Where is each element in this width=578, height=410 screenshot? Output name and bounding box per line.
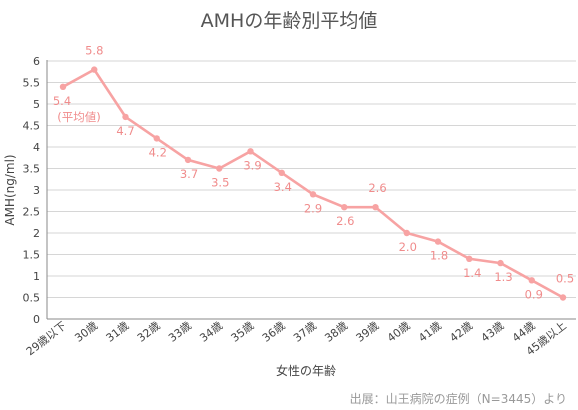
data-label: 3.9 [243,158,261,172]
data-label: 5.8 [85,44,103,58]
data-point [341,204,348,211]
grid-lines [47,60,576,298]
data-point [184,156,192,164]
data-label: 1.3 [494,270,512,284]
x-tick-label: 38歳 [322,319,350,345]
data-point [528,277,535,284]
data-label: 1.4 [463,266,481,280]
y-tick-label: 0.5 [23,292,41,305]
x-tick-label: 33歳 [166,319,194,345]
x-tick-label: 40歳 [385,319,413,345]
x-tick-label: 37歳 [291,319,319,345]
data-point [91,66,98,73]
data-point [403,229,410,237]
y-tick-label: 3.5 [23,163,41,176]
x-tick-labels: 29歳以下 30歳 31歳 32歳 33歳 34歳 35歳 36歳 37歳 38歳 39歳 40歳 41… [24,319,569,358]
y-tick-label: 2 [33,227,40,240]
data-point [59,83,67,91]
data-point [559,294,567,301]
data-label: 2.9 [304,201,322,215]
data-point [372,204,379,211]
x-tick-label: 36歳 [260,319,288,345]
data-labels: 5.4 5.8 4.7 4.2 3.7 3.5 3.9 3.4 2.9 2.6 2.6 2.0 1.8 1… [53,44,574,302]
data-label: 3.4 [274,180,292,194]
x-tick-label: 35歳 [229,319,257,345]
data-label: 2.6 [368,181,386,195]
x-tick-label: 43歳 [479,319,507,345]
y-axis-title: AMH(ng/ml) [3,154,17,225]
data-point [309,191,317,198]
data-label: 2.0 [399,240,417,254]
x-tick-label: 30歳 [72,319,100,345]
data-label: 3.7 [180,167,198,181]
y-tick-label: 2.5 [23,206,41,219]
data-label: 1.8 [430,249,448,263]
data-label: 5.4 [53,94,71,108]
y-tick-label: 5.5 [23,77,41,90]
x-tick-label: 31歳 [104,319,132,345]
data-point [434,238,442,245]
x-tick-label: 29歳以下 [24,319,69,358]
data-label: 3.5 [211,176,229,190]
y-tick-label: 1.5 [23,249,41,262]
x-tick-label: 42歳 [447,319,475,345]
y-tick-label: 6 [33,55,40,68]
data-point [497,259,504,267]
y-tick-label: 1 [33,270,40,283]
data-point [153,135,160,142]
data-point [278,169,285,176]
data-label: 4.7 [116,124,134,138]
data-points [59,66,567,301]
data-point [122,113,129,121]
x-tick-label: 32歳 [135,319,163,345]
y-tick-labels: 0 0.5 1 1.5 2 2.5 3 3.5 4 4.5 5 5.5 6 [23,55,41,326]
data-point [216,165,223,172]
x-axis-title: 女性の年齢 [276,363,336,378]
data-point [466,255,473,262]
y-tick-label: 4 [33,141,40,154]
source-note: 出展：山王病院の症例（N=3445）より [350,391,567,406]
x-tick-label: 41歳 [416,319,444,345]
data-label: 2.6 [336,214,354,228]
y-tick-label: 5 [33,98,40,111]
y-tick-label: 3 [33,184,40,197]
data-label: 0.5 [556,272,574,286]
data-label: 0.9 [525,287,543,301]
y-tick-label: 0 [33,313,40,326]
x-tick-label: 34歳 [197,319,225,345]
data-label: 4.2 [149,145,167,159]
data-label-note: (平均値) [57,110,100,124]
y-tick-label: 4.5 [23,120,41,133]
x-tick-label: 39歳 [354,319,382,345]
chart-title: AMHの年齢別平均値 [201,10,378,32]
data-point [247,148,254,155]
